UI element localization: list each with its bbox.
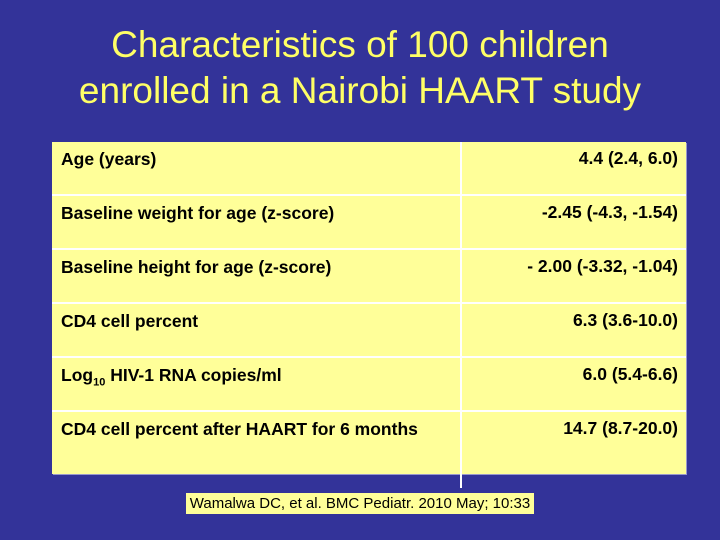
row-label-subscript: 10 xyxy=(93,376,106,389)
citation: Wamalwa DC, et al. BMC Pediatr. 2010 May… xyxy=(0,493,720,514)
table-row: Baseline height for age (z-score) - 2.00… xyxy=(52,249,686,304)
table-row: Log10 HIV-1 RNA copies/ml 6.0 (5.4-6.6) xyxy=(52,357,686,412)
row-value: 6.0 (5.4-6.6) xyxy=(461,357,686,412)
row-value: 6.3 (3.6-10.0) xyxy=(461,303,686,358)
row-label-suffix: HIV-1 RNA copies/ml xyxy=(105,365,282,385)
row-value: -2.45 (-4.3, -1.54) xyxy=(461,195,686,250)
row-label: Baseline height for age (z-score) xyxy=(52,249,462,304)
row-value: 4.4 (2.4, 6.0) xyxy=(461,142,686,196)
slide-title: Characteristics of 100 children enrolled… xyxy=(0,22,720,114)
row-value: - 2.00 (-3.32, -1.04) xyxy=(461,249,686,304)
table-row: CD4 cell percent 6.3 (3.6-10.0) xyxy=(52,303,686,358)
row-label: CD4 cell percent after HAART for 6 month… xyxy=(52,411,462,488)
table-row: Baseline weight for age (z-score) -2.45 … xyxy=(52,195,686,250)
row-label: CD4 cell percent xyxy=(52,303,462,358)
title-line-2: enrolled in a Nairobi HAART study xyxy=(78,70,642,111)
row-label-prefix: Log xyxy=(61,365,94,385)
citation-text: Wamalwa DC, et al. BMC Pediatr. 2010 May… xyxy=(185,493,535,514)
title-line-1: Characteristics of 100 children xyxy=(111,24,609,65)
row-label: Age (years) xyxy=(52,142,462,196)
row-label: Log10 HIV-1 RNA copies/ml xyxy=(52,357,462,412)
row-label: Baseline weight for age (z-score) xyxy=(52,195,462,250)
table-row: Age (years) 4.4 (2.4, 6.0) xyxy=(52,142,686,196)
characteristics-table: Age (years) 4.4 (2.4, 6.0) Baseline weig… xyxy=(52,142,686,488)
row-value: 14.7 (8.7-20.0) xyxy=(563,418,678,438)
table-row: CD4 cell percent after HAART for 6 month… xyxy=(52,411,686,488)
